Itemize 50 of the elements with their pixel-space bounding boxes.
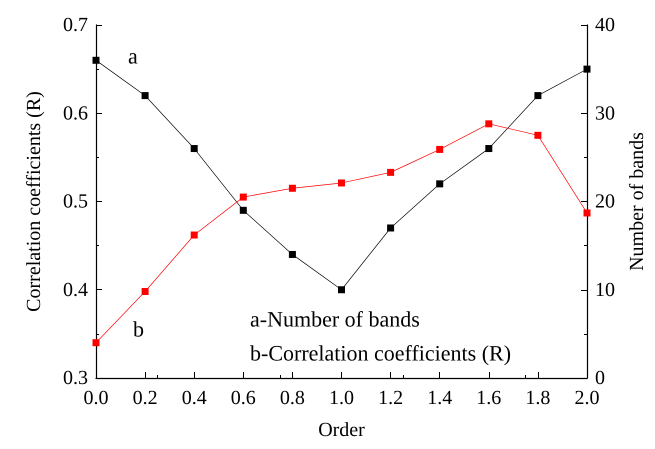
y-tick-label: 0.6	[63, 102, 88, 124]
point	[485, 120, 492, 128]
point	[190, 145, 198, 152]
point	[584, 66, 590, 73]
x-tick-label: 1.4	[427, 387, 452, 409]
x-tick-label: 0.4	[182, 387, 207, 409]
y2-tick-label: 20	[595, 190, 615, 212]
y2-tick-label: 0	[595, 367, 605, 389]
x-axis-title: Order	[318, 419, 366, 441]
point	[436, 180, 444, 188]
point	[92, 339, 100, 346]
point	[436, 146, 444, 153]
point	[387, 168, 394, 176]
x-tick-label: 1.6	[476, 387, 502, 409]
point	[584, 209, 590, 216]
point	[240, 206, 247, 214]
x-tick-label: 1.0	[329, 387, 354, 409]
point	[288, 184, 296, 192]
y-tick-label: 0.4	[63, 278, 88, 301]
point	[92, 56, 100, 64]
x-tick-label: 0.0	[84, 387, 108, 409]
point	[240, 194, 247, 201]
y2-tick-label: 10	[595, 278, 615, 301]
x-tick-label: 0.6	[230, 387, 256, 409]
point	[338, 179, 345, 186]
y-axis-title: Correlation coefficients (R)	[23, 91, 45, 312]
y-tick-label: 0.5	[63, 190, 88, 212]
point	[485, 145, 492, 152]
point	[190, 232, 198, 239]
point	[534, 132, 542, 139]
annotation: a	[128, 44, 138, 68]
y-tick-label: 0.7	[63, 14, 88, 36]
y2-tick-label: 40	[595, 14, 615, 36]
x-tick-label: 1.2	[378, 387, 404, 409]
point	[288, 250, 296, 258]
point	[142, 92, 149, 100]
point	[534, 92, 542, 100]
point	[142, 288, 149, 296]
x-tick-label: 2.0	[574, 387, 600, 409]
x-tick-label: 0.8	[280, 387, 305, 409]
x-tick-label: 1.8	[525, 387, 550, 409]
annotation: b	[133, 316, 144, 342]
point	[387, 224, 394, 232]
annotation: a-Number of bands	[250, 306, 420, 332]
annotation: b-Correlation coefficients (R)	[250, 340, 512, 366]
point	[338, 286, 345, 294]
y2-axis-title: Number of bands	[626, 132, 648, 271]
y2-tick-label: 30	[595, 102, 615, 124]
x-tick-label: 0.2	[132, 387, 158, 409]
y-tick-label: 0.3	[63, 367, 88, 389]
